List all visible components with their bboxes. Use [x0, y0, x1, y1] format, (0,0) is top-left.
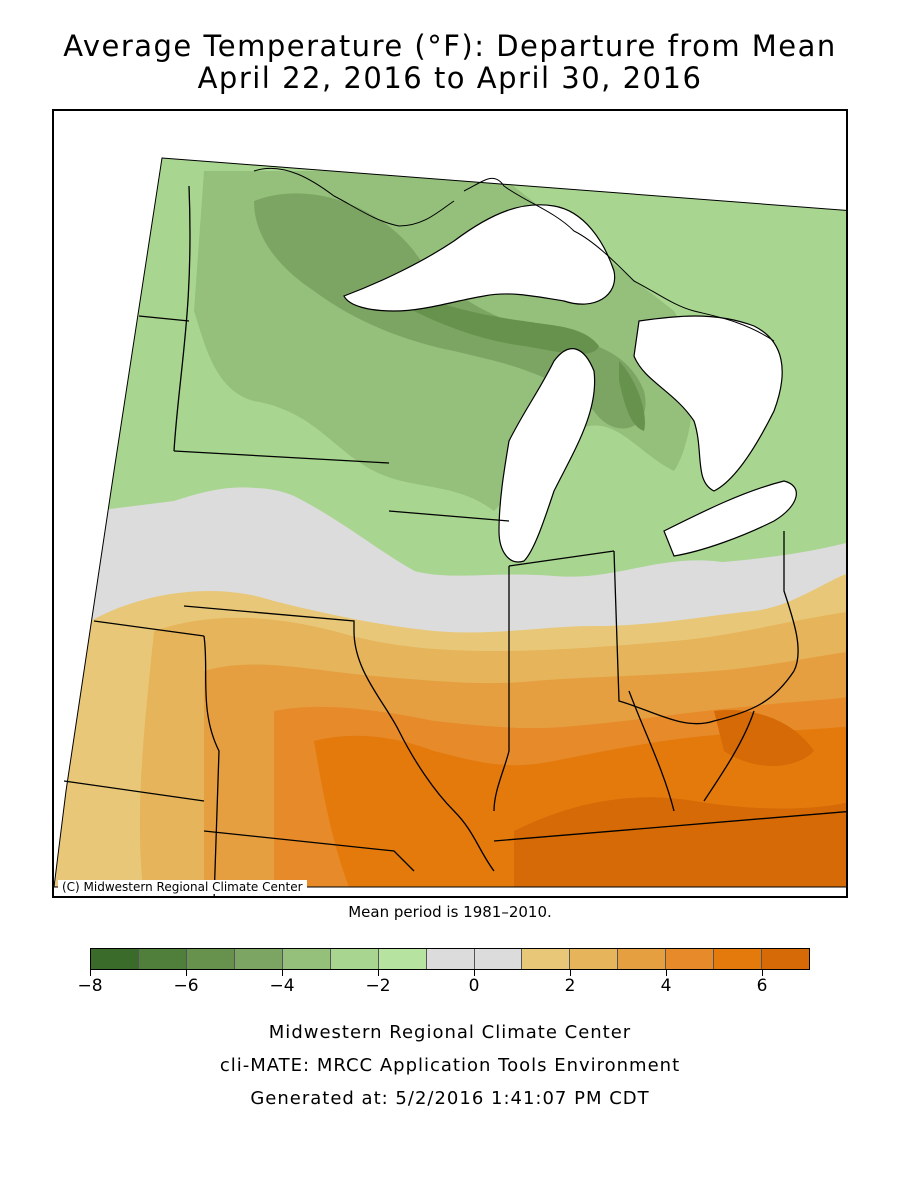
legend-swatch — [474, 949, 523, 969]
anomaly-fill — [54, 158, 846, 887]
legend-tick-mark — [90, 970, 91, 976]
great-lakes — [343, 204, 797, 563]
mean-period-note: Mean period is 1981–2010. — [348, 903, 552, 921]
legend-swatch — [91, 949, 139, 969]
legend-tick-label: −2 — [365, 976, 391, 996]
legend-swatch — [378, 949, 427, 969]
legend-tick-mark — [474, 970, 475, 976]
domain-outline — [54, 157, 846, 888]
state-borders — [63, 185, 846, 896]
footer-generated: Generated at: 5/2/2016 1:41:07 PM CDT — [250, 1088, 650, 1109]
legend-tick-mark — [282, 970, 283, 976]
legend-tick-label: 4 — [660, 976, 672, 996]
legend-tick-mark — [570, 970, 571, 976]
legend-tick-mark — [378, 970, 379, 976]
legend-swatch — [234, 949, 283, 969]
legend-swatch — [714, 949, 763, 969]
legend-tick-label: −8 — [77, 976, 103, 996]
map-credit: (C) Midwestern Regional Climate Center — [58, 880, 307, 894]
legend-swatch — [426, 949, 475, 969]
legend-tick-mark — [762, 970, 763, 976]
color-legend-bar — [90, 948, 810, 970]
shorelines — [253, 167, 775, 342]
temperature-departure-map — [54, 157, 846, 896]
legend-swatch — [666, 949, 715, 969]
legend-swatch — [570, 949, 619, 969]
legend-tick-mark — [186, 970, 187, 976]
legend-swatch — [186, 949, 235, 969]
footer-org: Midwestern Regional Climate Center — [268, 1022, 632, 1043]
legend-tick-label: 6 — [756, 976, 768, 996]
title-line-2: April 22, 2016 to April 30, 2016 — [197, 61, 703, 95]
legend-tick-label: −4 — [269, 976, 295, 996]
title-line-1: Average Temperature (°F): Departure from… — [63, 29, 837, 63]
legend-tick-label: 0 — [468, 976, 480, 996]
legend-tick-label: 2 — [564, 976, 576, 996]
legend-swatch — [762, 949, 810, 969]
legend-swatch — [282, 949, 331, 969]
legend-swatch — [522, 949, 571, 969]
map-frame: (C) Midwestern Regional Climate Center — [52, 109, 848, 898]
legend-swatch — [138, 949, 187, 969]
legend-tick-label: −6 — [173, 976, 199, 996]
legend-tick-mark — [666, 970, 667, 976]
legend-swatch — [618, 949, 667, 969]
footer-tool: cli-MATE: MRCC Application Tools Environ… — [219, 1055, 681, 1076]
legend-swatch — [330, 949, 379, 969]
